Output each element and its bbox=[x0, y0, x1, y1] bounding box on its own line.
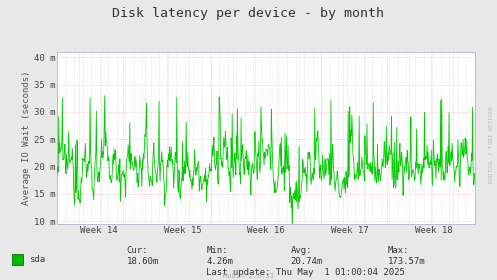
Text: RRDTOOL / TOBI OETIKER: RRDTOOL / TOBI OETIKER bbox=[489, 106, 494, 183]
Text: 173.57m: 173.57m bbox=[388, 257, 425, 266]
Text: 18.60m: 18.60m bbox=[127, 257, 159, 266]
Text: Max:: Max: bbox=[388, 246, 409, 255]
Text: Munin 2.0.33: Munin 2.0.33 bbox=[223, 273, 274, 279]
Text: Cur:: Cur: bbox=[127, 246, 148, 255]
Text: Min:: Min: bbox=[206, 246, 228, 255]
Y-axis label: Average IO Wait (seconds): Average IO Wait (seconds) bbox=[22, 71, 31, 205]
Text: Disk latency per device - by month: Disk latency per device - by month bbox=[112, 7, 385, 20]
Text: sda: sda bbox=[29, 255, 45, 264]
Text: Avg:: Avg: bbox=[291, 246, 312, 255]
Text: 20.74m: 20.74m bbox=[291, 257, 323, 266]
Text: 4.26m: 4.26m bbox=[206, 257, 233, 266]
Text: Last update: Thu May  1 01:00:04 2025: Last update: Thu May 1 01:00:04 2025 bbox=[206, 268, 405, 277]
